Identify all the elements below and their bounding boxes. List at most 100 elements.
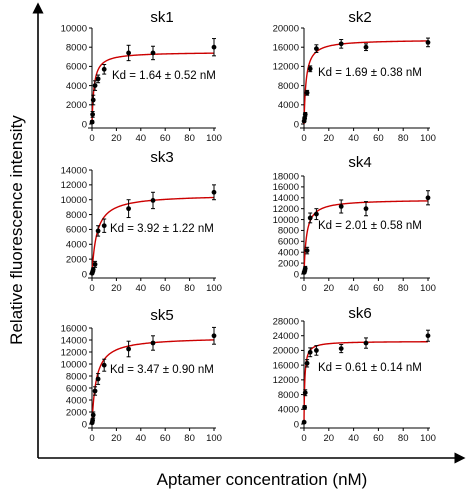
y-tick-label: 8000 xyxy=(66,43,87,54)
x-tick-label: 60 xyxy=(373,133,384,144)
kd-annotation: Kd = 1.69 ± 0.38 nM xyxy=(318,67,422,79)
y-tick-label: 20000 xyxy=(273,346,299,357)
panel-title: sk2 xyxy=(348,9,371,26)
panel-title: sk6 xyxy=(348,305,371,322)
y-tick-label: 20000 xyxy=(273,23,299,34)
kd-annotation: Kd = 3.92 ± 1.22 nM xyxy=(110,223,214,235)
data-point xyxy=(150,340,156,346)
fit-curve xyxy=(303,200,429,274)
x-tick-label: 20 xyxy=(111,133,122,144)
panel-sk3: 0 2000 4000 6000 8000 10000 12000 14000 0 20 40 60 8… xyxy=(61,149,222,294)
x-tick-label: 60 xyxy=(160,283,171,294)
x-tick-label: 60 xyxy=(160,433,171,444)
fit-curve xyxy=(91,339,215,424)
y-tick-label: 12000 xyxy=(273,375,299,386)
y-tick-label: 16000 xyxy=(61,323,87,334)
y-tick-label: 6000 xyxy=(278,237,299,248)
y-tick-label: 12000 xyxy=(61,347,87,358)
panel-title: sk5 xyxy=(150,307,173,324)
data-point xyxy=(92,83,98,88)
data-point xyxy=(338,346,344,351)
y-tick-label: 4000 xyxy=(66,81,87,92)
x-tick-label: 0 xyxy=(89,133,94,144)
data-point xyxy=(95,228,101,234)
y-tick-label: 4000 xyxy=(278,100,299,111)
data-point xyxy=(211,189,217,195)
y-tick-label: 0 xyxy=(294,419,299,430)
y-tick-label: 14000 xyxy=(61,165,87,176)
y-tick-label: 2000 xyxy=(66,407,87,418)
y-tick-label: 0 xyxy=(82,119,87,130)
data-point xyxy=(211,333,217,339)
y-tick-label: 8000 xyxy=(278,81,299,92)
data-point xyxy=(425,195,431,201)
x-tick-label: 40 xyxy=(348,433,359,444)
y-tick-label: 0 xyxy=(294,119,299,130)
kd-annotation: Kd = 3.47 ± 0.90 nM xyxy=(110,364,214,376)
y-tick-label: 6000 xyxy=(66,225,87,236)
x-tick-label: 20 xyxy=(324,283,335,294)
data-point xyxy=(95,376,101,382)
y-tick-label: 10000 xyxy=(61,359,87,370)
x-tick-label: 20 xyxy=(324,433,335,444)
x-tick-label: 100 xyxy=(206,433,222,444)
data-point xyxy=(425,40,431,45)
data-point xyxy=(363,44,369,50)
x-tick-label: 60 xyxy=(373,433,384,444)
y-tick-label: 10000 xyxy=(61,195,87,206)
fit-curve xyxy=(91,196,215,274)
data-point xyxy=(90,267,96,272)
figure-y-axis-label: Relative fluorescence intensity xyxy=(7,115,26,345)
data-point xyxy=(92,388,98,394)
x-tick-label: 20 xyxy=(111,283,122,294)
x-tick-label: 60 xyxy=(160,133,171,144)
data-point xyxy=(302,115,308,121)
data-point xyxy=(363,206,369,212)
x-tick-label: 80 xyxy=(398,433,409,444)
x-tick-label: 80 xyxy=(184,133,195,144)
panel-sk1: 0 2000 4000 6000 8000 10000 0 20 40 60 80 100 sk1 Kd … xyxy=(61,9,222,144)
x-tick-label: 100 xyxy=(420,283,436,294)
y-tick-label: 0 xyxy=(82,269,87,280)
data-point xyxy=(126,50,131,56)
data-point xyxy=(338,204,344,209)
x-tick-label: 0 xyxy=(301,433,306,444)
x-tick-label: 40 xyxy=(348,133,359,144)
data-point xyxy=(304,360,310,366)
y-tick-label: 6000 xyxy=(66,62,87,73)
x-tick-label: 100 xyxy=(206,283,222,294)
panel-title: sk3 xyxy=(150,149,173,166)
x-tick-label: 40 xyxy=(136,133,147,144)
data-point xyxy=(101,362,107,368)
data-point xyxy=(126,346,131,352)
y-tick-label: 16000 xyxy=(273,182,299,193)
y-tick-label: 14000 xyxy=(273,193,299,204)
x-tick-label: 40 xyxy=(348,283,359,294)
kd-annotation: Kd = 2.01 ± 0.58 nM xyxy=(318,220,422,232)
x-tick-label: 20 xyxy=(324,133,335,144)
x-tick-label: 100 xyxy=(420,133,436,144)
data-point xyxy=(304,90,310,96)
x-tick-label: 0 xyxy=(301,283,306,294)
y-tick-label: 18000 xyxy=(273,171,299,182)
x-tick-label: 60 xyxy=(373,283,384,294)
y-tick-label: 4000 xyxy=(278,405,299,416)
data-point xyxy=(314,348,319,353)
data-point xyxy=(90,418,96,423)
y-tick-label: 0 xyxy=(82,419,87,430)
data-point xyxy=(314,46,319,52)
x-tick-label: 0 xyxy=(301,133,306,144)
data-point xyxy=(363,340,369,346)
data-point xyxy=(92,261,98,267)
y-tick-label: 24000 xyxy=(273,331,299,342)
data-point xyxy=(101,66,107,72)
y-tick-label: 28000 xyxy=(273,316,299,327)
panel-title: sk1 xyxy=(150,9,173,26)
y-tick-label: 2000 xyxy=(278,258,299,269)
data-point xyxy=(307,215,313,221)
y-tick-label: 12000 xyxy=(273,204,299,215)
y-tick-label: 2000 xyxy=(66,254,87,265)
fit-curve xyxy=(303,40,429,124)
